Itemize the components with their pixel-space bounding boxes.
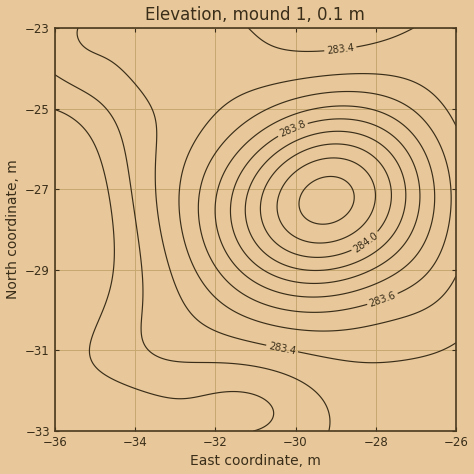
Text: 283.8: 283.8 (278, 119, 307, 139)
Text: 283.4: 283.4 (326, 43, 355, 56)
Text: 283.6: 283.6 (368, 290, 397, 309)
X-axis label: East coordinate, m: East coordinate, m (190, 455, 321, 468)
Title: Elevation, mound 1, 0.1 m: Elevation, mound 1, 0.1 m (146, 6, 365, 24)
Y-axis label: North coordinate, m: North coordinate, m (6, 160, 19, 300)
Text: 283.4: 283.4 (267, 341, 297, 356)
Text: 284.0: 284.0 (351, 230, 380, 255)
